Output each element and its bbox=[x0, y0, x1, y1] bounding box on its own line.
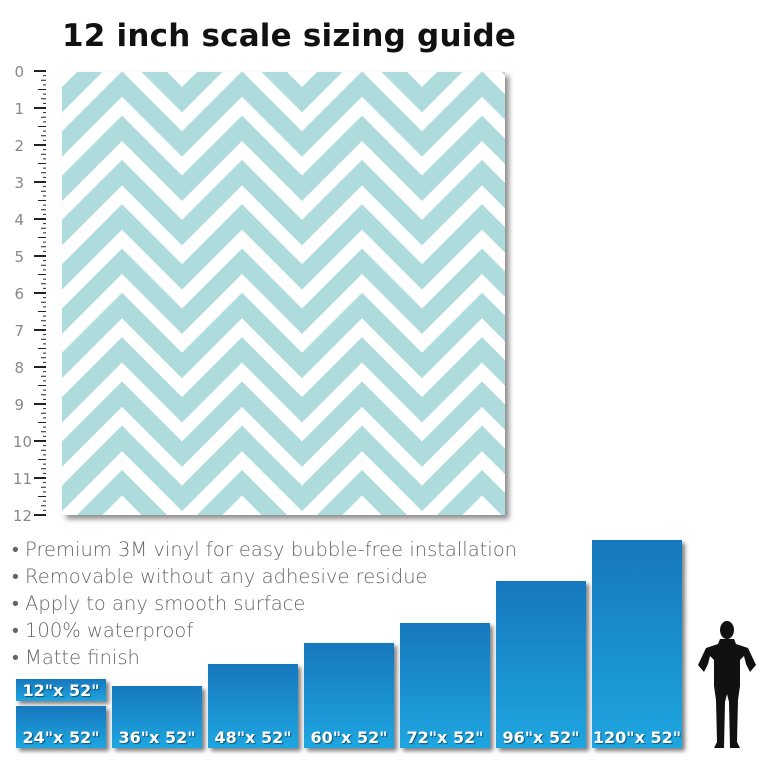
feature-item: • Removable without any adhesive residue bbox=[12, 565, 428, 588]
feature-item: • Matte finish bbox=[12, 646, 140, 669]
size-72x52: 72"x 52" bbox=[400, 623, 490, 748]
ruler-label: 6 bbox=[14, 285, 24, 303]
ruler-label: 3 bbox=[14, 174, 24, 192]
chevron-stripe bbox=[62, 337, 505, 423]
chevron-stripe bbox=[62, 248, 505, 334]
ruler-label: 7 bbox=[14, 322, 24, 340]
person-silhouette-icon bbox=[698, 621, 756, 748]
chevron-stripe bbox=[62, 204, 505, 290]
ruler-label: 8 bbox=[14, 359, 24, 377]
feature-item: • Apply to any smooth surface bbox=[12, 592, 306, 615]
chevron-stripe bbox=[76, 469, 505, 515]
ruler-label: 10 bbox=[13, 433, 32, 451]
size-24x52: 24"x 52" bbox=[16, 706, 106, 748]
size-120x52: 120"x 52" bbox=[592, 540, 682, 748]
feature-item: • Premium 3M vinyl for easy bubble-free … bbox=[12, 538, 518, 561]
chevron-stripe bbox=[62, 115, 505, 202]
ruler-label: 1 bbox=[14, 100, 24, 118]
chevron-stripe bbox=[62, 72, 505, 157]
size-96x52: 96"x 52" bbox=[496, 581, 586, 748]
feature-list: • Premium 3M vinyl for easy bubble-free … bbox=[12, 536, 517, 671]
page-title: 12 inch scale sizing guide bbox=[62, 18, 517, 54]
ruler-label: 4 bbox=[14, 211, 24, 229]
ruler-label: 11 bbox=[13, 470, 32, 488]
chevron-stripe bbox=[62, 381, 505, 467]
ruler-label: 5 bbox=[14, 248, 24, 266]
size-12x52: 12"x 52" bbox=[16, 679, 106, 701]
ruler-label: 9 bbox=[14, 396, 24, 414]
chevron-stripe bbox=[62, 425, 505, 512]
ruler-label: 12 bbox=[13, 507, 32, 525]
chevron-stripe bbox=[62, 292, 505, 379]
ruler-label: 0 bbox=[14, 63, 24, 81]
ruler-label: 2 bbox=[14, 137, 24, 155]
size-60x52: 60"x 52" bbox=[304, 643, 394, 748]
chevron-stripe bbox=[62, 159, 505, 246]
chevron-pattern-preview bbox=[62, 72, 505, 515]
size-48x52: 48"x 52" bbox=[208, 664, 298, 748]
feature-item: • 100% waterproof bbox=[12, 619, 194, 642]
size-36x52: 36"x 52" bbox=[112, 686, 202, 748]
